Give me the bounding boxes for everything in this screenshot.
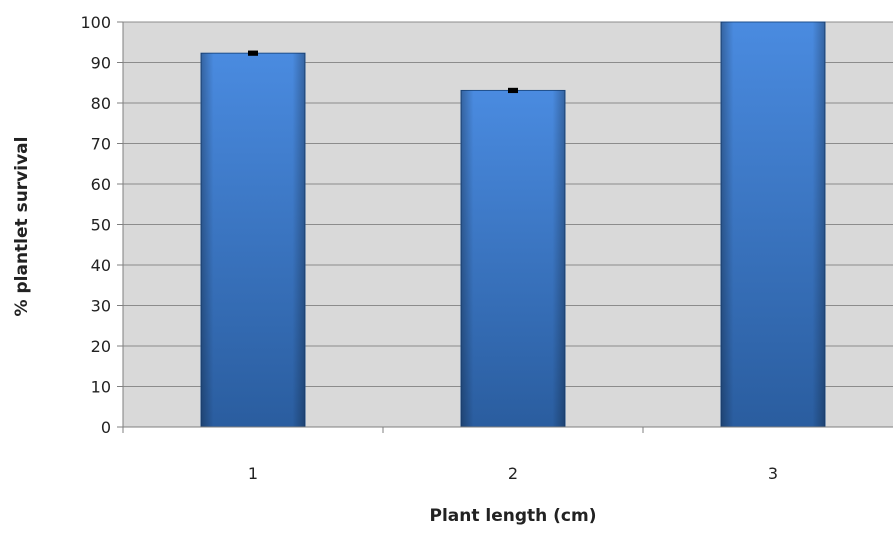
axes — [117, 21, 893, 433]
y-tick-label: 90 — [91, 54, 111, 73]
y-tick-label: 40 — [91, 256, 111, 275]
error-bar — [248, 50, 258, 56]
error-bar — [508, 87, 518, 94]
y-tick-label: 100 — [80, 13, 111, 32]
y-tick-label: 20 — [91, 337, 111, 356]
y-tick-labels: 0 10 20 30 40 50 60 70 80 90 100 — [80, 13, 111, 437]
x-tick-label: 3 — [768, 464, 778, 483]
y-tick-label: 60 — [91, 175, 111, 194]
bar-shading — [461, 90, 565, 427]
error-bars — [248, 50, 518, 94]
bar-shading — [721, 22, 825, 427]
bar-1 — [200, 52, 306, 428]
y-axis-title: % plantlet survival — [12, 137, 32, 317]
x-tick-label: 2 — [508, 464, 518, 483]
x-tick-label: 1 — [248, 464, 258, 483]
x-axis-title: Plant length (cm) — [429, 506, 596, 526]
y-tick-label: 80 — [91, 94, 111, 113]
y-tick-label: 10 — [91, 378, 111, 397]
y-tick-label: 70 — [91, 135, 111, 154]
bar-3 — [720, 21, 826, 428]
x-tick-labels: 1 2 3 — [248, 464, 778, 483]
bar-shading — [201, 53, 305, 428]
y-tick-label: 30 — [91, 297, 111, 316]
bar-2 — [460, 89, 566, 428]
bars — [200, 21, 826, 428]
y-tick-label: 50 — [91, 216, 111, 235]
y-tick-label: 0 — [101, 418, 111, 437]
